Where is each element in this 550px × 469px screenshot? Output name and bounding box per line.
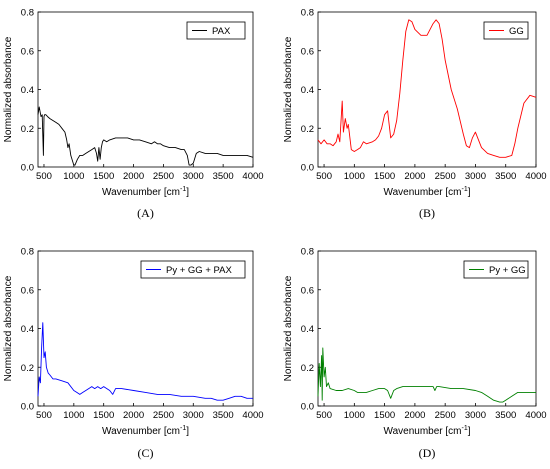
legend: Py + GG xyxy=(463,260,529,279)
y-tick-label: 0.8 xyxy=(301,247,314,258)
y-tick-label: 0.6 xyxy=(21,285,34,296)
x-tick-label: 3000 xyxy=(183,410,204,421)
x-axis-title-end: ] xyxy=(186,187,189,198)
y-tick-label: 0.8 xyxy=(21,247,34,258)
legend-box xyxy=(463,260,529,279)
x-tick-label: 2500 xyxy=(435,171,456,182)
x-tick-label: 2500 xyxy=(153,171,174,182)
x-axis-title-superscript: -1 xyxy=(180,186,186,193)
legend-label: Py + GG + PAX xyxy=(166,265,232,276)
x-tick-label: 3500 xyxy=(495,410,516,421)
x-axis-title-superscript: -1 xyxy=(180,425,186,432)
x-axis-title-main: Wavenumber [cm xyxy=(102,426,180,437)
x-axis-title-superscript: -1 xyxy=(461,425,467,432)
legend-label: PAX xyxy=(212,26,231,37)
x-tick-label: 1000 xyxy=(344,410,365,421)
y-tick-label: 0.8 xyxy=(21,8,34,19)
x-axis-title: Wavenumber [cm-1] xyxy=(102,425,189,437)
y-tick-label: 0.8 xyxy=(301,8,314,19)
x-tick-label: 4000 xyxy=(525,171,546,182)
x-tick-label: 2000 xyxy=(404,410,425,421)
legend: PAX xyxy=(186,21,246,40)
x-tick-label: 3500 xyxy=(213,410,234,421)
chart-panel-2: 0.0 0.2 0.4 0.6 0.8 500 1000 1500 2000 2500 3000 35… xyxy=(283,8,547,221)
legend-box xyxy=(483,21,529,40)
x-axis-title: Wavenumber [cm-1] xyxy=(102,186,189,198)
x-tick-label: 1000 xyxy=(344,171,365,182)
y-axis-title: Normalized absorbance xyxy=(283,275,294,381)
legend-label: Py + GG xyxy=(489,265,526,276)
x-axis-title: Wavenumber [cm-1] xyxy=(384,425,471,437)
legend: Py + GG + PAX xyxy=(140,260,246,279)
x-tick-label: 1500 xyxy=(93,410,114,421)
x-tick-label: 1500 xyxy=(374,171,395,182)
x-tick-label: 2000 xyxy=(123,171,144,182)
x-axis-title-main: Wavenumber [cm xyxy=(384,187,462,198)
series-line xyxy=(317,19,537,158)
y-axis-title: Normalized absorbance xyxy=(3,275,14,381)
x-tick-label: 4000 xyxy=(242,171,263,182)
y-tick-label: 0.2 xyxy=(21,363,34,374)
x-tick-label: 500 xyxy=(316,410,332,421)
x-tick-label: 1500 xyxy=(374,410,395,421)
panel-label: (D) xyxy=(419,446,436,460)
legend-box xyxy=(186,21,246,40)
y-axis-title: Normalized absorbance xyxy=(283,36,294,142)
series-line xyxy=(37,106,254,166)
x-axis-title-end: ] xyxy=(468,187,471,198)
x-tick-label: 4000 xyxy=(242,410,263,421)
panel-label: (B) xyxy=(419,206,435,220)
y-tick-label: 0.2 xyxy=(21,124,34,135)
x-axis-title: Wavenumber [cm-1] xyxy=(384,186,471,198)
x-tick-label: 3500 xyxy=(495,171,516,182)
x-tick-label: 2500 xyxy=(153,410,174,421)
x-axis-title-superscript: -1 xyxy=(461,186,467,193)
series-line xyxy=(317,347,536,403)
x-tick-label: 500 xyxy=(36,410,52,421)
y-tick-label: 0.6 xyxy=(21,46,34,57)
y-tick-label: 0.0 xyxy=(21,163,34,174)
x-axis-title-main: Wavenumber [cm xyxy=(384,426,462,437)
x-tick-label: 1500 xyxy=(93,171,114,182)
panel-label: (A) xyxy=(137,206,154,220)
y-tick-label: 0.0 xyxy=(301,163,314,174)
y-tick-label: 0.4 xyxy=(301,324,314,335)
chart-panel-4: 0.0 0.2 0.4 0.6 0.8 500 1000 1500 2000 2500 3000 35… xyxy=(283,247,547,461)
y-tick-label: 0.2 xyxy=(301,124,314,135)
series-line xyxy=(37,322,253,401)
x-tick-label: 3000 xyxy=(183,171,204,182)
x-axis-title-end: ] xyxy=(468,426,471,437)
y-tick-label: 0.0 xyxy=(301,402,314,413)
y-tick-label: 0.2 xyxy=(301,363,314,374)
chart-panel-3: 0.0 0.2 0.4 0.6 0.8 500 1000 1500 2000 2500 3000 35… xyxy=(3,247,264,461)
x-tick-label: 3000 xyxy=(465,171,486,182)
x-tick-label: 4000 xyxy=(525,410,546,421)
x-tick-label: 1000 xyxy=(63,410,84,421)
panel-label: (C) xyxy=(138,446,154,460)
y-tick-label: 0.0 xyxy=(21,402,34,413)
x-axis-title-end: ] xyxy=(186,426,189,437)
x-axis-title-main: Wavenumber [cm xyxy=(102,187,180,198)
x-tick-label: 500 xyxy=(36,171,52,182)
y-tick-label: 0.4 xyxy=(21,324,34,335)
legend: GG xyxy=(483,21,529,40)
y-tick-label: 0.4 xyxy=(21,85,34,96)
x-tick-label: 3000 xyxy=(465,410,486,421)
y-axis-title: Normalized absorbance xyxy=(3,36,14,142)
legend-box xyxy=(140,260,246,279)
x-tick-label: 2500 xyxy=(435,410,456,421)
y-tick-label: 0.6 xyxy=(301,285,314,296)
x-tick-label: 1000 xyxy=(63,171,84,182)
x-tick-label: 2000 xyxy=(404,171,425,182)
x-tick-label: 3500 xyxy=(213,171,234,182)
legend-label: GG xyxy=(509,26,524,37)
chart-panel-1: 0.0 0.2 0.4 0.6 0.8 500 1000 1500 2000 2500 3000 35… xyxy=(3,8,264,221)
y-tick-label: 0.4 xyxy=(301,85,314,96)
x-tick-label: 500 xyxy=(316,171,332,182)
y-tick-label: 0.6 xyxy=(301,46,314,57)
x-tick-label: 2000 xyxy=(123,410,144,421)
